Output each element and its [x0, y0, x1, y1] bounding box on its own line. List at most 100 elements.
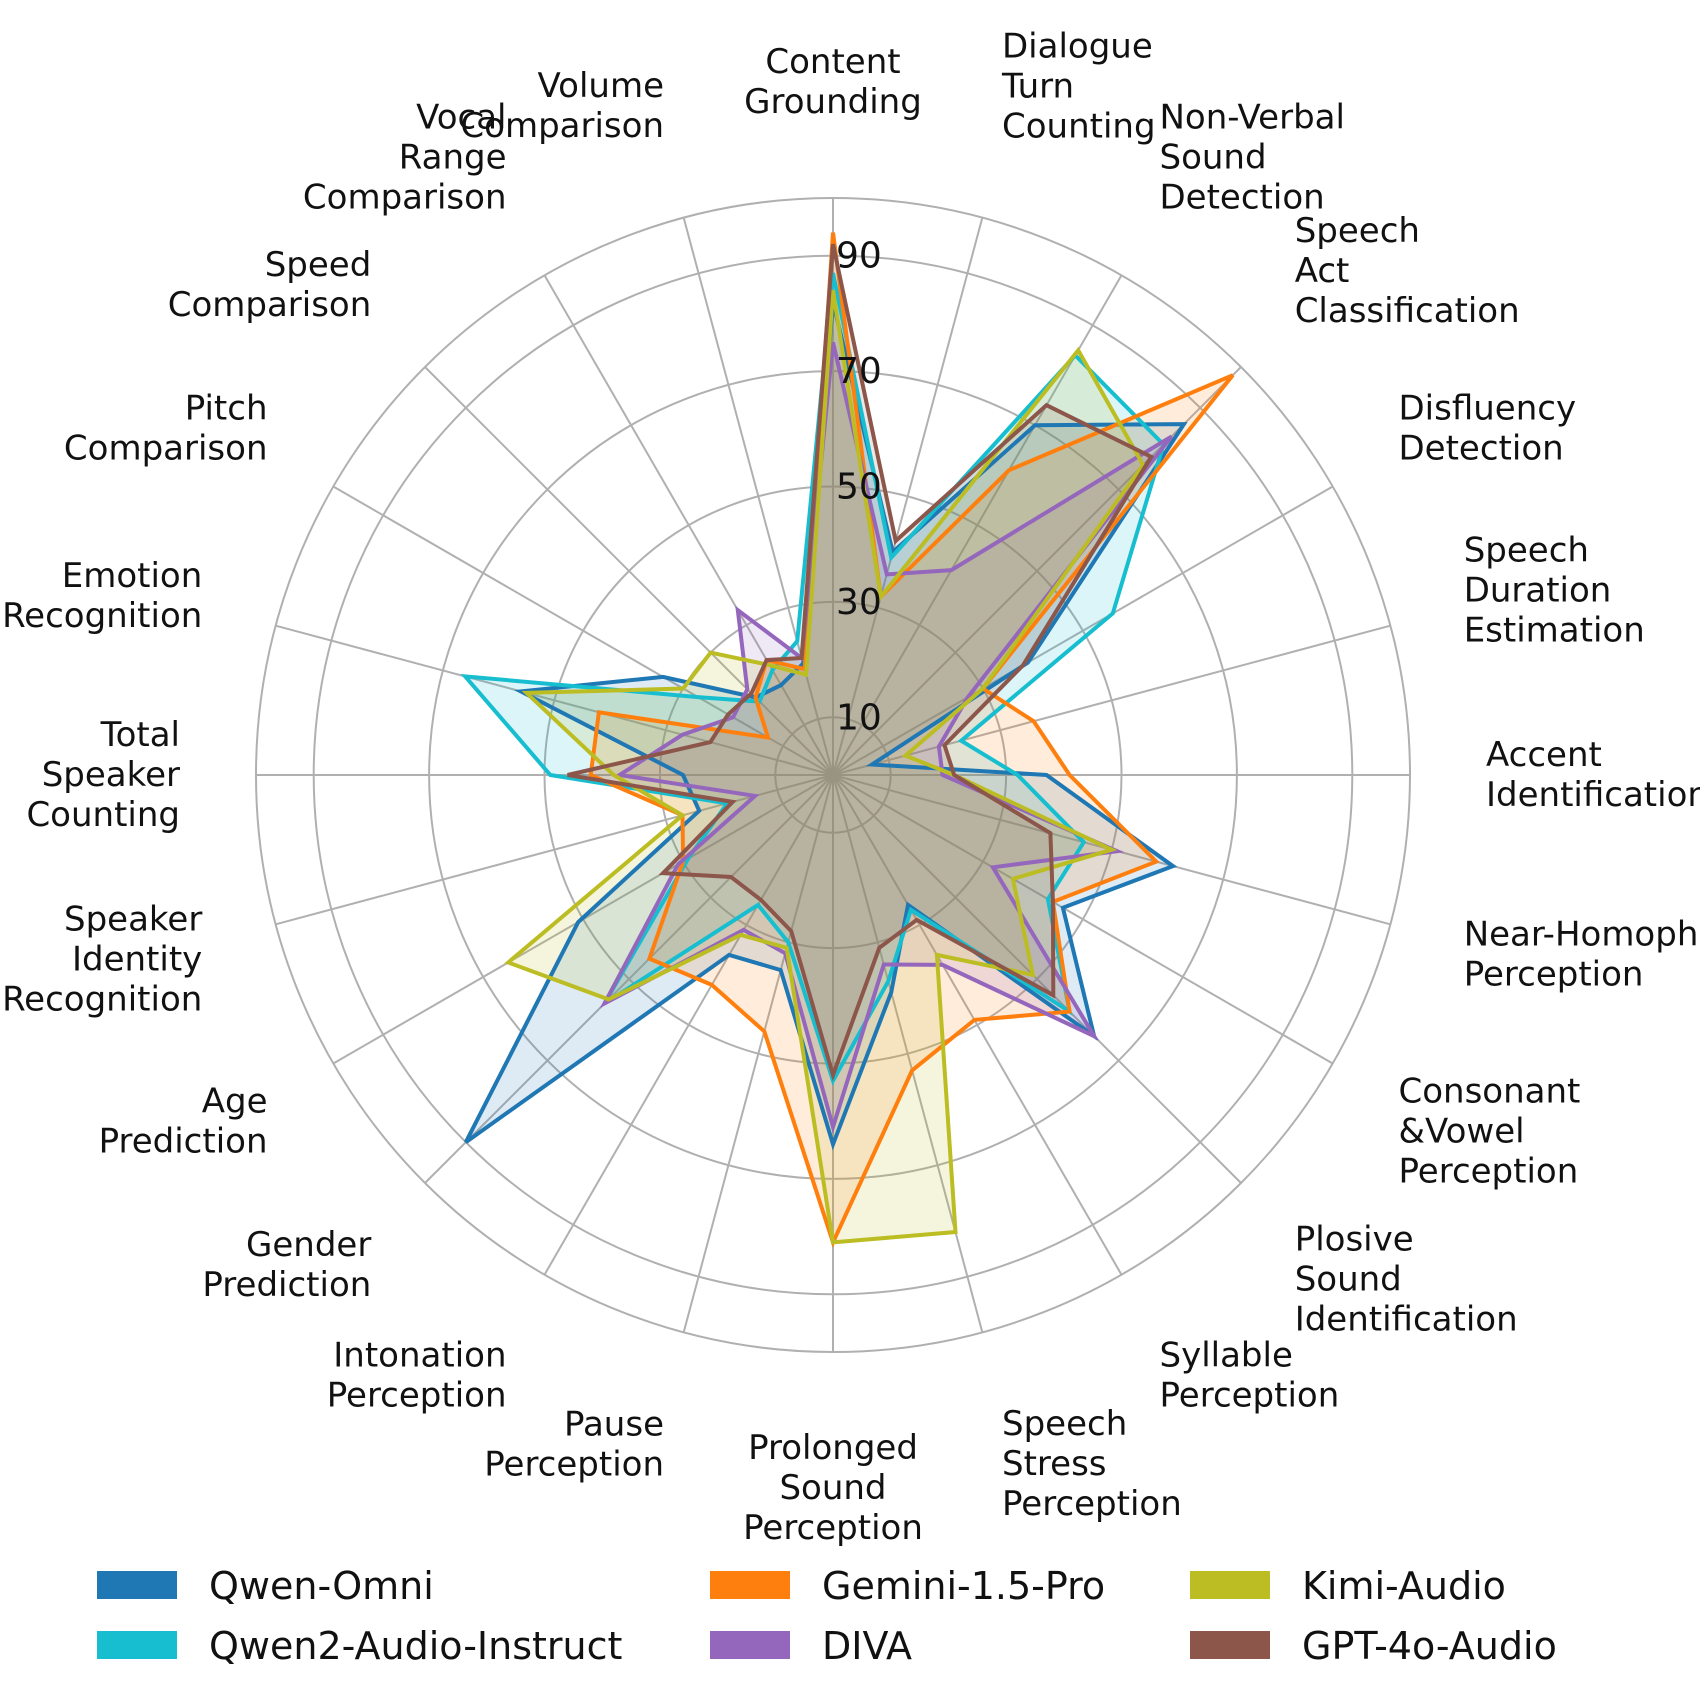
legend-label-0: Qwen-Omni [209, 1564, 434, 1608]
axis-label-line: Speech [1295, 211, 1420, 251]
legend-label-5: GPT-4o-Audio [1302, 1624, 1557, 1668]
axis-label-line: Grounding [744, 82, 922, 122]
axis-label-line: Content [765, 42, 900, 82]
axis-label-6: Accent Identification [1486, 735, 1700, 815]
spoke-10 [832, 774, 1123, 1276]
axis-label-line: Intonation [333, 1335, 506, 1375]
axis-label-1: Dialogue Turn Counting [1001, 27, 1156, 147]
series-fill-4 [508, 290, 1144, 1243]
axis-label-20: Pitch Comparison [64, 389, 268, 469]
axis-label-line: Perception [1160, 1375, 1340, 1415]
tick-label-2: 50 [836, 467, 882, 508]
axis-label-line: Recognition [2, 596, 202, 636]
tick-label-4: 90 [836, 236, 882, 277]
axis-label-0: Content Grounding [744, 42, 922, 122]
axis-label-23: Volume Comparison [460, 66, 664, 146]
axis-label-line: Detection [1399, 429, 1564, 469]
legend-swatch-3 [710, 1631, 790, 1659]
axis-label-line: Speed [265, 245, 372, 285]
axis-label-line: Perception [1002, 1484, 1182, 1524]
spoke-1 [832, 217, 984, 776]
axis-label-line: Dialogue [1002, 27, 1153, 67]
tick-label-1: 30 [836, 582, 882, 623]
legend-label-2: Gemini-1.5-Pro [822, 1564, 1105, 1608]
axis-label-12: Prolonged Sound Perception [743, 1428, 923, 1548]
axis-label-13: Pause Perception [484, 1405, 664, 1485]
series-line-4 [504, 289, 1146, 1245]
axis-label-line: Gender [246, 1225, 371, 1265]
spoke-15 [424, 774, 834, 1184]
axis-label-line: Comparison [64, 429, 268, 469]
axis-label-17: Speaker Identity Recognition [2, 900, 202, 1020]
axis-label-line: Comparison [168, 285, 372, 325]
axis-label-line: Counting [26, 795, 180, 835]
axis-label-line: Detection [1160, 178, 1325, 218]
spoke-9 [832, 774, 1242, 1184]
axis-label-line: Syllable [1160, 1335, 1293, 1375]
axis-label-3: Speech Act Classification [1295, 211, 1520, 331]
axis-label-line: Pause [564, 1405, 664, 1445]
legend-swatch-4 [1190, 1571, 1270, 1599]
axis-label-line: Non-Verbal [1160, 98, 1345, 138]
legend-swatch-2 [710, 1571, 790, 1599]
axis-label-line: Perception [1399, 1152, 1579, 1192]
axis-label-line: Accent [1486, 735, 1602, 775]
axis-label-19: Emotion Recognition [2, 556, 202, 636]
axis-label-line: Estimation [1464, 611, 1645, 651]
tick-label-3: 70 [836, 351, 882, 392]
axis-label-line: Classification [1295, 291, 1520, 331]
axis-label-line: Pitch [185, 389, 268, 429]
axis-label-line: Act [1295, 251, 1350, 291]
spoke-22 [543, 274, 834, 776]
spoke-8 [832, 774, 1334, 1065]
axis-label-8: Consonant &Vowel Perception [1399, 1072, 1581, 1192]
legend-swatch-5 [1190, 1631, 1270, 1659]
axis-label-line: Speech [1464, 531, 1589, 571]
tick-label-0: 10 [836, 697, 882, 738]
spoke-21 [424, 366, 834, 776]
spoke-11 [832, 774, 984, 1333]
axis-label-5: Speech Duration Estimation [1464, 531, 1645, 651]
series-line-5 [567, 243, 1155, 1082]
axis-label-line: Counting [1002, 107, 1156, 147]
spoke-17 [275, 774, 834, 926]
axis-label-line: Prediction [99, 1122, 268, 1162]
axis-label-15: Gender Prediction [202, 1225, 371, 1305]
axis-label-11: Speech Stress Perception [1002, 1404, 1182, 1524]
axis-label-16: Age Prediction [99, 1082, 268, 1162]
legend: Qwen-Omni Qwen2-Audio-Instruct Gemini-1.5-… [97, 1564, 1557, 1668]
spoke-5 [832, 624, 1391, 776]
axis-label-line: Perception [1464, 955, 1644, 995]
axis-label-2: Non-Verbal Sound Detection [1160, 98, 1345, 218]
axis-label-9: Plosive Sound Identification [1295, 1219, 1518, 1339]
axis-label-line: Prediction [202, 1265, 371, 1305]
axis-label-10: Syllable Perception [1160, 1335, 1340, 1415]
series-fill-1 [465, 273, 1164, 1081]
axis-label-line: Identity [72, 940, 202, 980]
axis-label-line: Vocal [416, 98, 506, 138]
spoke-19 [275, 624, 834, 776]
axis-label-line: Perception [327, 1375, 507, 1415]
axis-label-4: Disfluency Detection [1399, 389, 1577, 469]
axis-label-line: Range [399, 138, 507, 178]
axis-label-line: Turn [1001, 67, 1074, 107]
spoke-20 [332, 485, 834, 776]
axis-label-line: Total [100, 715, 180, 755]
legend-label-3: DIVA [822, 1624, 912, 1668]
spoke-23 [682, 217, 834, 776]
axis-label-line: Recognition [2, 980, 202, 1020]
axis-label-line: Emotion [62, 556, 203, 596]
axis-label-line: Prolonged [748, 1428, 918, 1468]
axis-label-line: Sound [1160, 138, 1267, 178]
axis-label-line: Disfluency [1399, 389, 1577, 429]
axis-label-line: Comparison [460, 106, 664, 146]
axis-label-line: Consonant [1399, 1072, 1581, 1112]
axis-label-line: Stress [1002, 1444, 1107, 1484]
series-line-3 [599, 341, 1174, 1135]
legend-label-1: Qwen2-Audio-Instruct [209, 1624, 622, 1668]
axis-label-line: Perception [484, 1445, 664, 1485]
legend-swatch-1 [97, 1631, 177, 1659]
axis-label-line: Sound [1295, 1259, 1402, 1299]
axis-label-line: Speaker [64, 900, 202, 940]
